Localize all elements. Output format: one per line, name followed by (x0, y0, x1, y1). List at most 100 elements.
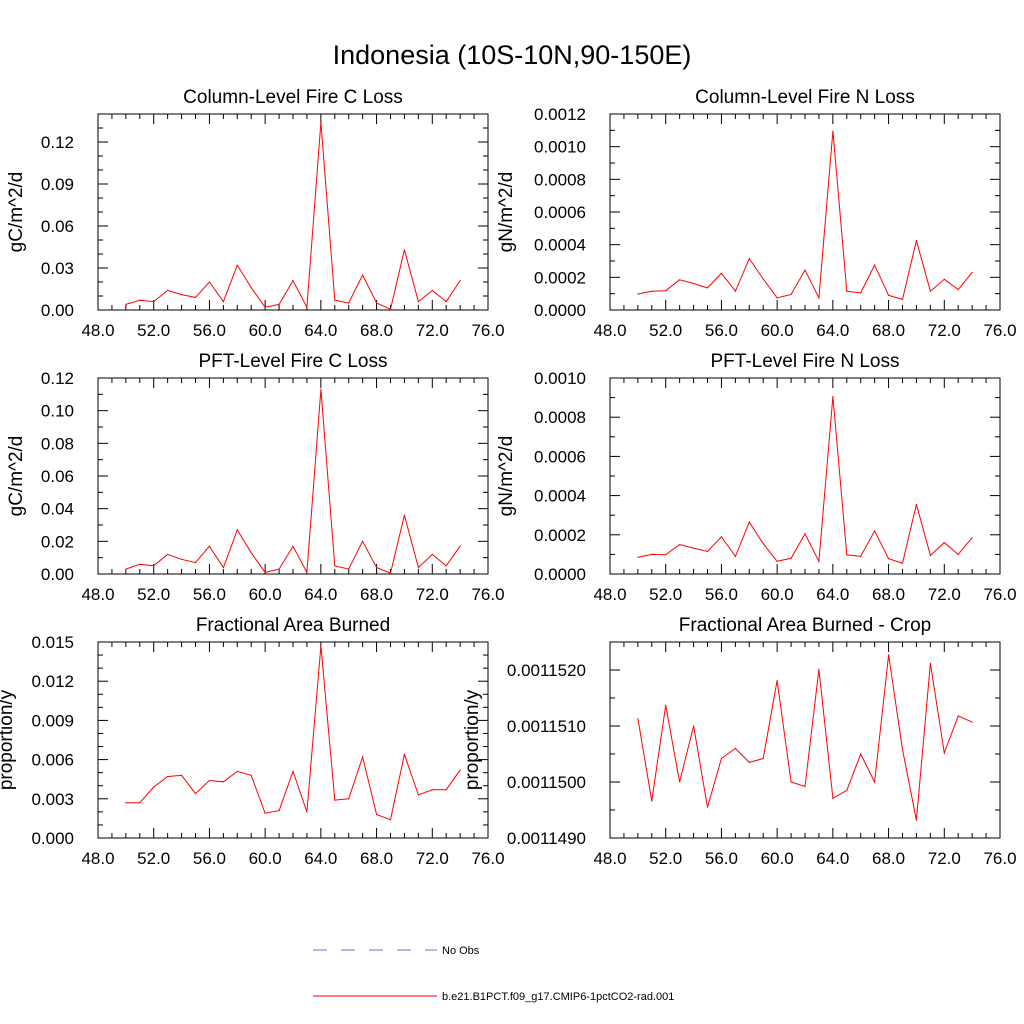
data-point (348, 568, 350, 570)
plot-frame (609, 641, 1001, 839)
data-point (957, 289, 959, 291)
y-axis-label: proportion/y (462, 689, 483, 790)
x-tick-label: 72.0 (928, 321, 961, 340)
panel-title: PFT-Level Fire C Loss (199, 351, 388, 372)
data-point (250, 552, 252, 554)
chart-panel: Column-Level Fire N Loss 48.0 52.0 56.0 60.0… (496, 87, 1017, 340)
data-point (929, 554, 932, 557)
data-point (181, 774, 183, 776)
x-tick-label: 60.0 (249, 849, 282, 868)
y-tick-label: 0.08 (41, 434, 74, 453)
y-tick-label: 0.0008 (534, 408, 586, 427)
data-point (236, 529, 238, 531)
chart-panel: Fractional Area Burned - Crop 48.0 52.0 56.… (462, 615, 1017, 868)
y-tick-label: 0.06 (41, 467, 74, 486)
data-point (706, 287, 709, 289)
data-point (776, 560, 778, 562)
data-point (929, 662, 932, 664)
y-tick-label: 0.0012 (534, 105, 586, 124)
data-point (720, 757, 723, 760)
data-point (320, 388, 322, 390)
y-tick-label: 0.0004 (534, 487, 586, 506)
data-point (651, 553, 653, 556)
data-point (748, 521, 750, 523)
x-tick-label: 52.0 (137, 585, 170, 604)
x-tick-label: 68.0 (360, 585, 393, 604)
data-point (125, 568, 127, 570)
plot-frame (609, 113, 1001, 311)
data-point (417, 566, 419, 569)
x-tick-label: 76.0 (983, 849, 1016, 868)
x-tick-label: 68.0 (360, 321, 393, 340)
y-tick-label: 0.12 (41, 133, 74, 152)
x-tick-label: 64.0 (304, 849, 337, 868)
x-tick-label: 72.0 (416, 849, 449, 868)
y-axis-label: gN/m^2/d (496, 172, 517, 253)
data-point (957, 715, 959, 717)
y-tick-label: 0.03 (41, 259, 74, 278)
series-line (125, 122, 461, 311)
data-point (181, 294, 183, 296)
data-point (181, 558, 183, 560)
data-point (804, 785, 806, 788)
data-point (431, 553, 433, 556)
y-tick-label: 0.06 (41, 217, 74, 236)
data-point (194, 793, 197, 795)
data-point (153, 301, 155, 303)
data-point (125, 303, 127, 305)
data-point (139, 563, 141, 565)
data-point (901, 562, 904, 564)
x-tick-label: 60.0 (249, 585, 282, 604)
data-point (362, 274, 364, 276)
x-tick-label: 64.0 (816, 321, 849, 340)
data-point (790, 557, 792, 559)
data-point (222, 566, 224, 569)
x-tick-label: 76.0 (471, 849, 504, 868)
data-point (971, 271, 973, 273)
data-point (832, 797, 834, 799)
data-point (278, 568, 280, 570)
data-point (362, 540, 364, 542)
series-line (637, 131, 973, 301)
data-point (194, 562, 197, 564)
y-axis-label: gC/m^2/d (6, 172, 27, 253)
data-point (222, 301, 224, 303)
data-point (818, 297, 820, 299)
data-point (125, 802, 127, 804)
x-tick-label: 56.0 (193, 321, 226, 340)
data-point (832, 396, 834, 398)
chart-panel: PFT-Level Fire N Loss 48.0 52.0 56.0 60.0 64.… (496, 351, 1017, 604)
data-point (264, 812, 266, 814)
y-tick-label: 0.02 (41, 532, 74, 551)
data-point (208, 281, 210, 283)
panels: Column-Level Fire C Loss 48.0 52.0 56.0 60.0… (0, 87, 1017, 868)
data-point (665, 554, 667, 556)
y-axis-label: proportion/y (0, 689, 17, 790)
data-point (403, 514, 405, 516)
data-point (306, 811, 308, 813)
data-point (236, 770, 238, 773)
legend-obs-label: No Obs (442, 945, 480, 957)
chart-panel: Column-Level Fire C Loss 48.0 52.0 56.0 60.0… (6, 87, 505, 340)
data-point (153, 786, 155, 788)
data-point (278, 810, 280, 812)
data-point (762, 543, 764, 545)
data-point (762, 757, 764, 760)
y-tick-label: 0.0006 (534, 203, 586, 222)
data-point (790, 293, 792, 296)
data-point (706, 806, 709, 808)
data-point (348, 798, 350, 800)
series-line (125, 645, 461, 821)
data-point (389, 308, 392, 310)
data-point (915, 240, 918, 242)
data-point (651, 290, 653, 292)
data-point (832, 130, 834, 132)
y-tick-label: 0.0000 (534, 301, 586, 320)
y-tick-label: 0.04 (41, 500, 74, 519)
x-tick-label: 52.0 (649, 585, 682, 604)
data-point (679, 279, 681, 281)
data-point (943, 542, 945, 544)
data-point (208, 779, 210, 782)
data-point (389, 572, 392, 574)
x-tick-label: 56.0 (705, 585, 738, 604)
